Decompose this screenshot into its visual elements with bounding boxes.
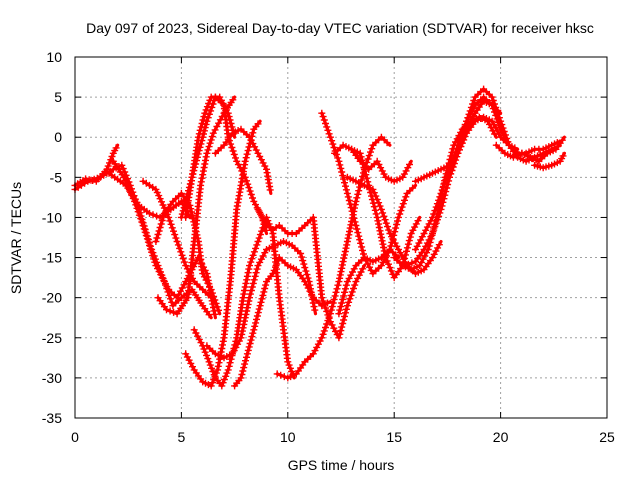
series-markers (318, 109, 417, 278)
series-markers (531, 152, 567, 172)
series-markers (231, 254, 331, 390)
y-tick-label: -5 (50, 169, 63, 185)
data-series (454, 97, 562, 157)
data-series (139, 177, 213, 300)
data-series (412, 163, 452, 185)
x-tick-label: 15 (386, 429, 402, 445)
x-tick-label: 20 (493, 429, 509, 445)
y-tick-label: -35 (42, 410, 62, 426)
y-tick-label: -15 (42, 250, 62, 266)
series-markers (190, 213, 297, 390)
y-tick-label: -25 (42, 330, 62, 346)
x-tick-label: 25 (599, 429, 615, 445)
x-tick-label: 10 (280, 429, 296, 445)
x-tick-labels: 0 5 10 15 20 25 (71, 429, 615, 445)
series-markers (182, 120, 262, 390)
axis-ticks (74, 56, 608, 419)
data-series (254, 205, 367, 342)
series-markers (254, 205, 367, 342)
data-series (335, 246, 401, 318)
y-tick-labels: 10 5 0 -5 -10 -15 -20 -25 -30 -35 (42, 49, 62, 426)
series-markers (335, 246, 400, 318)
data-series (492, 135, 566, 165)
series-markers (139, 177, 212, 299)
x-axis-label: GPS time / hours (288, 457, 395, 473)
series-markers (492, 136, 566, 165)
data-series (446, 85, 562, 181)
data-series (531, 151, 567, 172)
data-series (318, 109, 418, 278)
x-tick-label: 5 (178, 429, 186, 445)
y-tick-label: 10 (46, 49, 62, 65)
plot-frame (74, 56, 608, 419)
data-series (190, 213, 297, 390)
data-series (203, 238, 319, 362)
data-series (182, 119, 262, 390)
data-series (348, 145, 413, 185)
data-series (231, 254, 332, 390)
series-markers (211, 125, 274, 194)
series-markers (412, 163, 451, 185)
data-series (154, 95, 237, 318)
series-markers (154, 96, 237, 318)
data-traces (71, 85, 567, 390)
series-markers (454, 97, 561, 157)
y-axis-label: SDTVAR / TECUs (8, 182, 24, 294)
chart-title: Day 097 of 2023, Sidereal Day-to-day VTE… (86, 20, 594, 36)
y-tick-label: 5 (54, 89, 62, 105)
y-tick-label: 0 (54, 129, 62, 145)
y-tick-label: -10 (42, 209, 62, 225)
series-markers (348, 145, 413, 185)
y-tick-label: -30 (42, 370, 62, 386)
data-series (211, 125, 274, 195)
x-tick-label: 0 (71, 429, 79, 445)
y-tick-label: -20 (42, 290, 62, 306)
